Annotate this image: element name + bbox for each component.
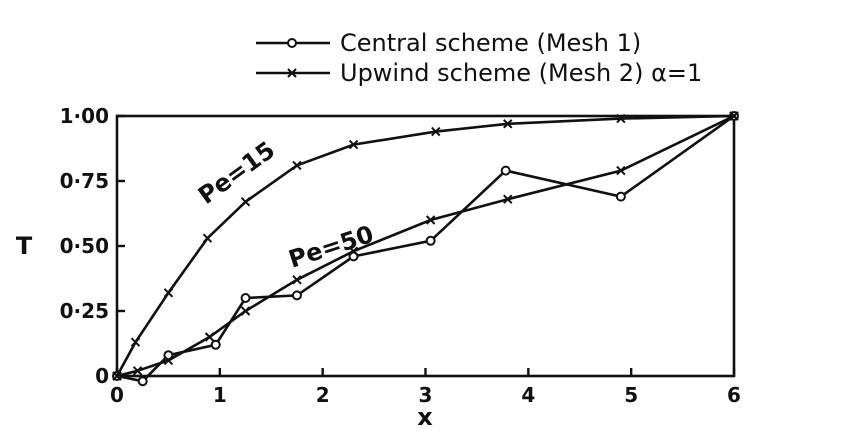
y-tick-label: 0·75	[60, 169, 109, 193]
x-tick-label: 4	[521, 383, 535, 407]
x-tick-label: 6	[727, 383, 741, 407]
data-point-cross	[202, 233, 213, 243]
data-point-circle	[291, 290, 302, 301]
series-1	[112, 111, 739, 381]
x-tick-label: 3	[419, 383, 433, 407]
legend-cross-marker	[287, 68, 297, 78]
data-point-cross	[240, 306, 251, 316]
data-point-cross	[292, 275, 302, 285]
y-axis-label: T	[16, 232, 33, 260]
x-tick-label: 5	[624, 383, 638, 407]
x-axis: 0 1 2 3 4 5 6	[110, 368, 741, 407]
series-line	[116, 114, 735, 383]
legend-entry-central: Central scheme (Mesh 1)	[256, 29, 641, 57]
data-point-cross	[292, 160, 302, 171]
x-axis-label: x	[417, 403, 433, 431]
data-point-circle	[240, 293, 251, 303]
data-point-cross	[240, 197, 251, 207]
legend-entry-upwind: Upwind scheme (Mesh 2) α=1	[256, 59, 702, 87]
x-tick-label: 2	[316, 383, 330, 407]
data-point-cross	[348, 139, 359, 150]
data-point-cross	[348, 246, 359, 256]
y-axis: 0 0·25 0·50 0·75 1·00	[60, 104, 125, 388]
series-2	[112, 111, 739, 381]
annotation-pe50: Pe=50	[285, 220, 377, 274]
data-point-cross	[503, 119, 513, 129]
data-point-cross	[431, 126, 441, 137]
legend-circle-marker	[287, 38, 297, 48]
series-0	[112, 111, 739, 387]
data-point-cross	[616, 165, 626, 176]
y-tick-label: 0·25	[60, 299, 109, 323]
y-tick-label: 0·50	[60, 234, 109, 258]
data-point-circle	[615, 191, 626, 202]
data-point-circle	[500, 165, 511, 176]
data-point-cross	[163, 355, 174, 366]
x-tick-label: 1	[213, 383, 227, 407]
data-point-cross	[163, 288, 174, 298]
data-point-cross	[729, 111, 739, 121]
legend-label-upwind: Upwind scheme (Mesh 2) α=1	[340, 59, 702, 87]
legend-label-central: Central scheme (Mesh 1)	[340, 29, 641, 57]
data-point-cross	[112, 371, 122, 381]
data-point-cross	[425, 215, 436, 225]
data-point-cross	[616, 113, 626, 124]
annotation-pe15: Pe=15	[193, 136, 280, 210]
data-point-cross	[132, 366, 143, 376]
series-layer	[112, 111, 739, 387]
y-tick-label: 0	[95, 364, 109, 388]
data-point-circle	[425, 235, 436, 246]
x-tick-label: 0	[110, 383, 124, 407]
data-point-circle	[137, 376, 148, 387]
data-point-cross	[503, 194, 513, 204]
y-tick-label: 1·00	[60, 104, 109, 128]
data-point-circle	[210, 339, 221, 350]
data-point-cross	[204, 332, 215, 342]
data-point-cross	[130, 337, 141, 347]
legend: Central scheme (Mesh 1) Upwind scheme (M…	[256, 29, 702, 87]
